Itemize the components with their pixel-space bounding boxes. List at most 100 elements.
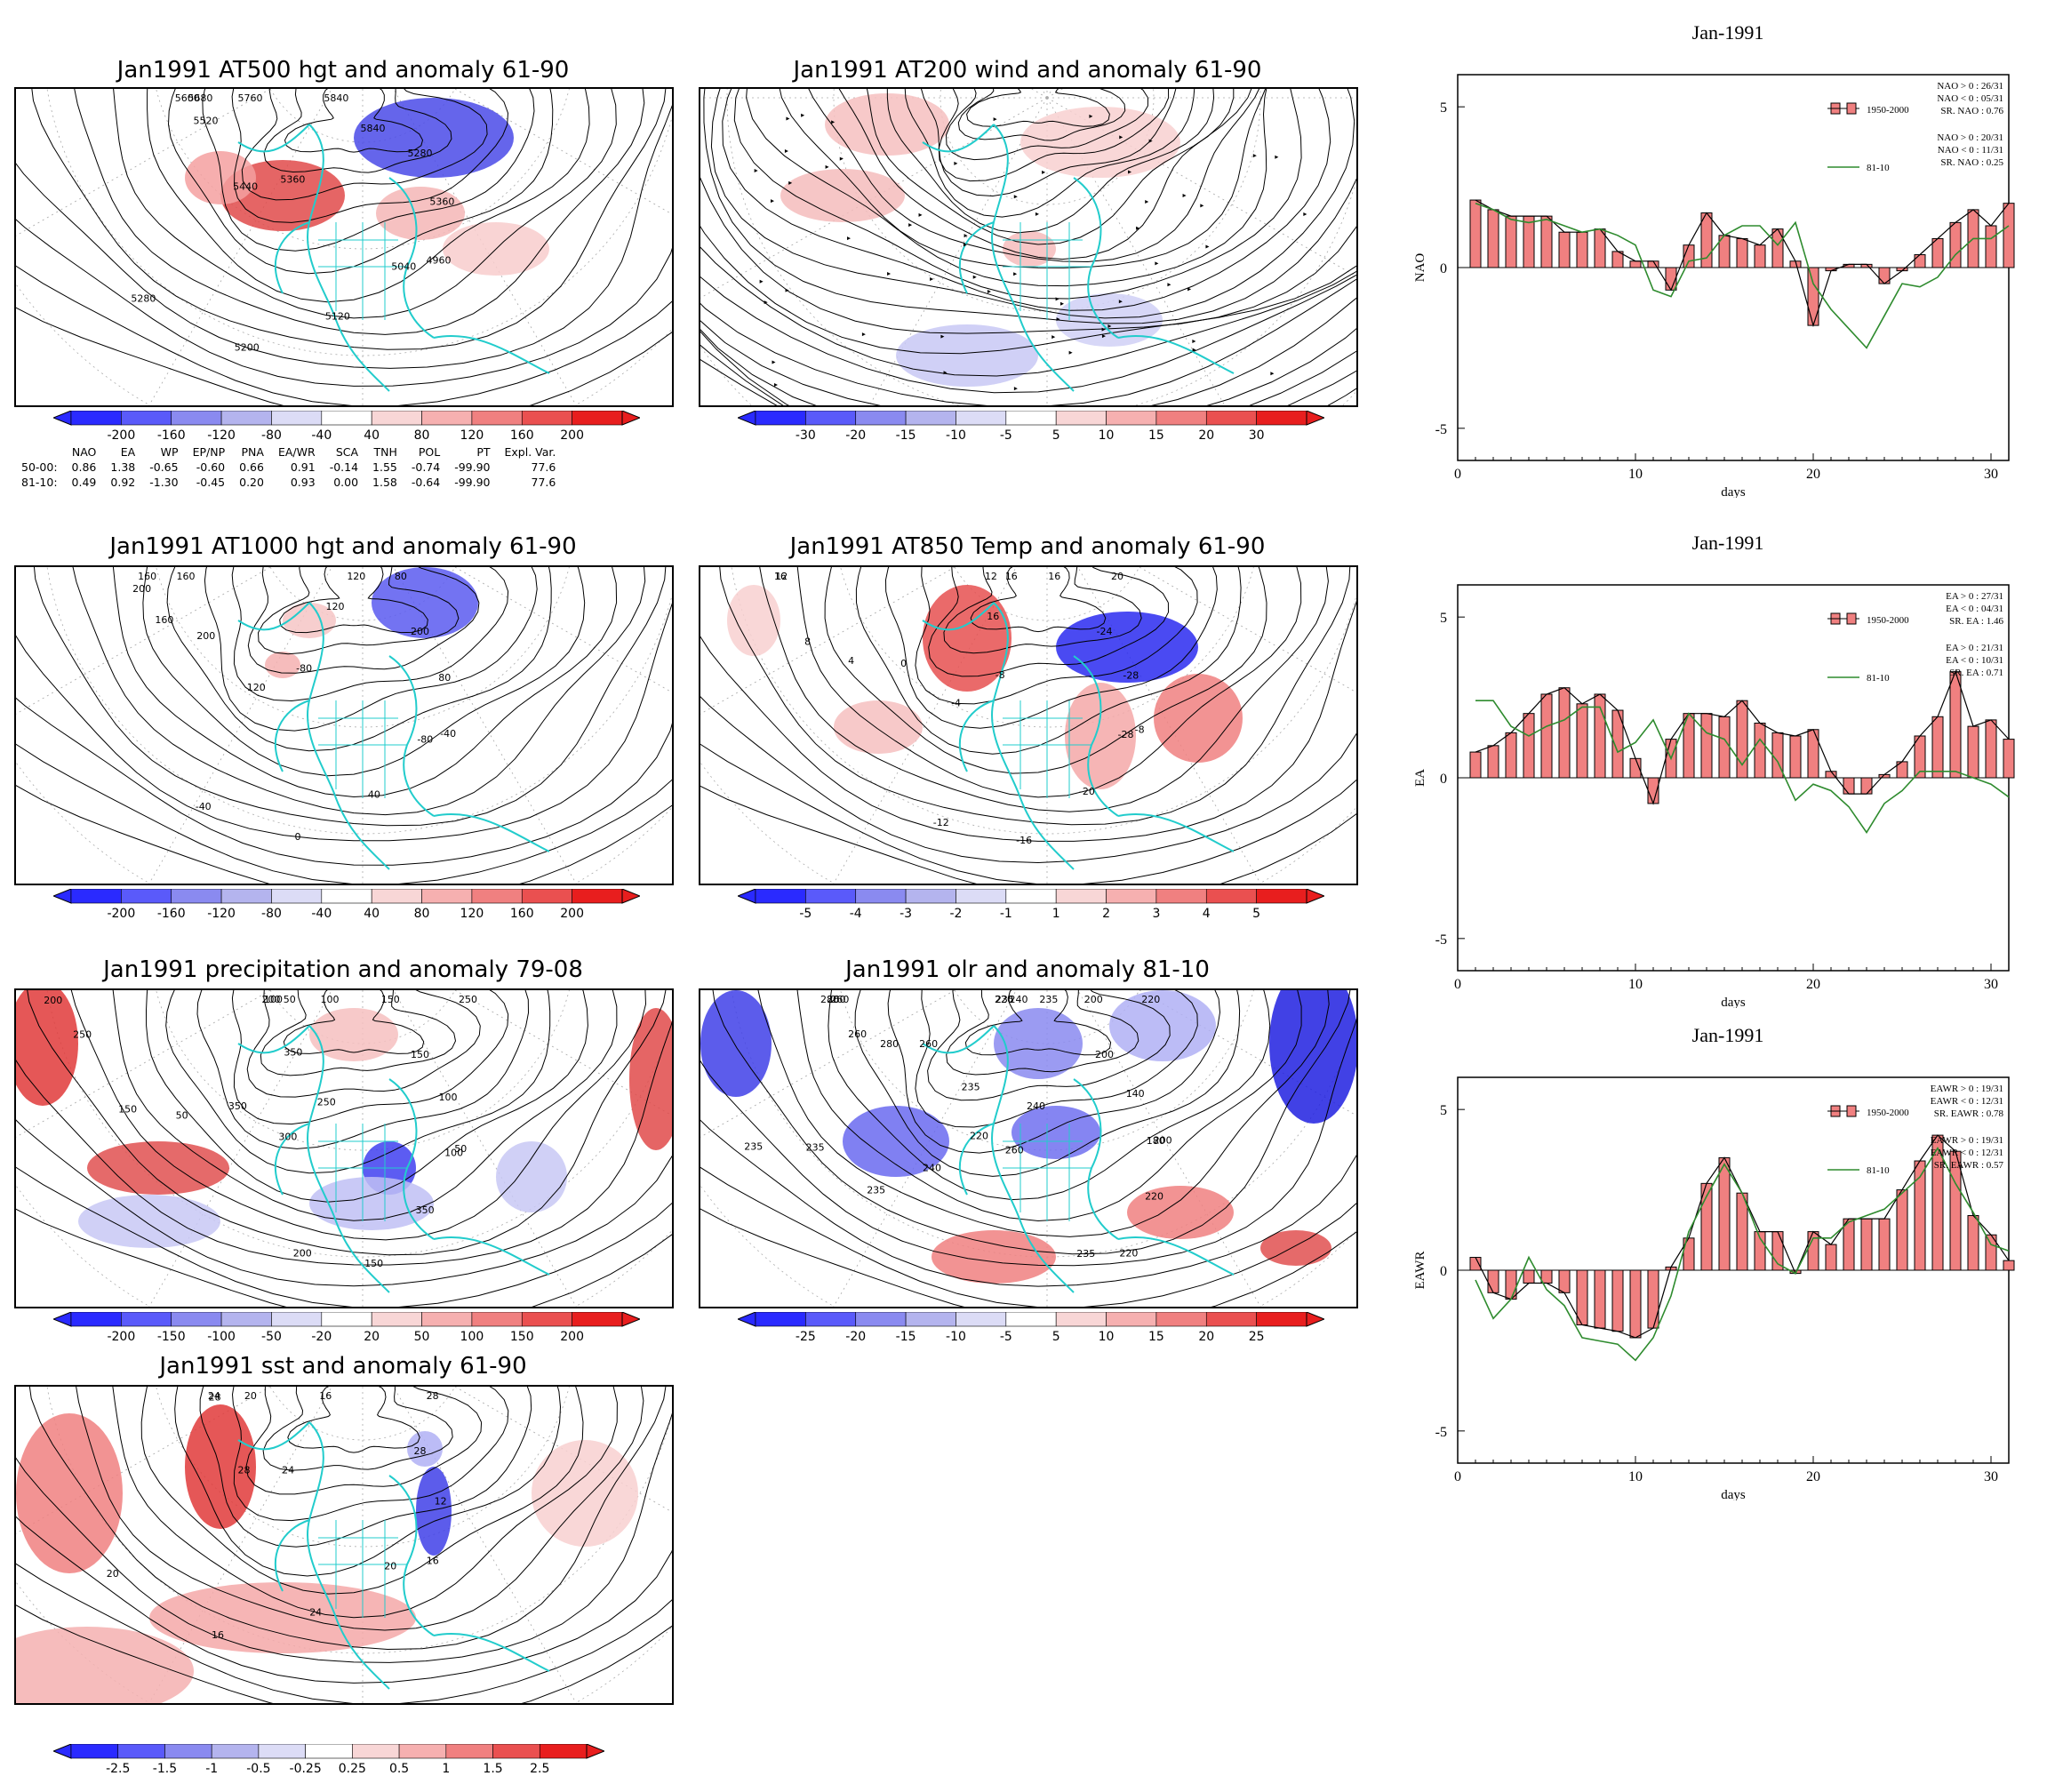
contour-line	[283, 990, 425, 1054]
contour-label: 150	[364, 1258, 383, 1269]
contour-label: -24	[1097, 626, 1113, 637]
contour-line	[938, 89, 1170, 182]
stats-cell: EA	[120, 445, 136, 459]
wind-arrow	[847, 236, 852, 241]
state-borders	[318, 700, 407, 798]
colorbar: -200 -160 -120 -80 -40 40 80 120 160 200	[53, 411, 640, 459]
colorbar-swatch	[1155, 411, 1207, 426]
contour-line	[970, 567, 1107, 633]
colorbar-tick-label: 20	[1198, 1330, 1214, 1344]
contour-label: -12	[933, 817, 949, 828]
wind-arrow	[786, 116, 790, 121]
colorbar-tick-label: 200	[560, 907, 584, 921]
contour-line	[700, 785, 1356, 884]
stats-cell: 77.6	[531, 460, 556, 474]
colorbar-swatch	[539, 1744, 588, 1759]
contour-label: 280	[880, 1038, 899, 1050]
contour-label: 220	[1141, 994, 1160, 1005]
colorbar-arrow	[1306, 889, 1324, 904]
contour-label: 12	[435, 1495, 447, 1507]
legend-stat: SR. EAWR : 0.78	[1934, 1108, 2004, 1119]
longitude-line	[833, 990, 1017, 1307]
contour-line	[16, 1604, 672, 1703]
contour-line	[147, 89, 590, 303]
colorbar-arrow	[1306, 411, 1324, 426]
colorbar-tick-label: -120	[207, 907, 236, 921]
stats-cell: -0.60	[196, 460, 226, 474]
anomaly-shading	[376, 187, 465, 240]
legend-label: 1950-2000	[1867, 1108, 1909, 1118]
contour-label: -40	[196, 801, 212, 812]
contour-line	[28, 1387, 667, 1651]
longitude-line	[393, 89, 577, 405]
colorbar-arrow	[621, 889, 640, 904]
colorbar-swatch	[371, 1312, 422, 1327]
contour-label: 28	[427, 1390, 439, 1402]
anomaly-shading	[16, 990, 78, 1106]
colorbar-tick-label: 3	[1152, 907, 1160, 921]
bar	[1789, 735, 1802, 779]
contour-line	[231, 567, 509, 702]
contour-label: -8	[996, 669, 1005, 681]
contour-label: 120	[325, 601, 344, 612]
wind-arrow	[1059, 301, 1064, 306]
colorbar-swatch	[421, 1312, 473, 1327]
wind-arrow	[1182, 194, 1187, 197]
contour-line	[31, 89, 667, 350]
wind-arrow	[825, 164, 829, 169]
bar	[1985, 225, 1997, 268]
longitude-line	[1046, 89, 1064, 99]
bar	[1860, 1218, 1873, 1271]
stats-row: 81-10: 0.49 0.92 -1.30 -0.45 0.20 0.93 0…	[14, 475, 563, 490]
wind-arrow	[1089, 114, 1093, 118]
colorbar-swatch	[905, 889, 956, 904]
colorbar-tick-label: 120	[460, 907, 484, 921]
colorbar-swatch	[471, 411, 523, 426]
contour-label: 4	[848, 655, 854, 667]
wind-arrow	[1042, 170, 1046, 174]
anomaly-shading	[896, 324, 1038, 387]
contour-label: 5840	[360, 123, 385, 134]
legend-stat: NAO > 0 : 26/31	[1937, 81, 2003, 92]
contour-label: 235	[806, 1142, 825, 1154]
bar	[1629, 260, 1642, 268]
colorbar-tick-label: -150	[157, 1330, 186, 1344]
wind-arrow	[771, 199, 775, 204]
bar	[1807, 729, 1819, 779]
colorbar-swatch	[1205, 411, 1257, 426]
wind-arrow	[918, 212, 923, 217]
state-borders	[318, 1520, 407, 1618]
colorbar-swatch	[445, 1744, 493, 1759]
contour-label: 200	[196, 630, 215, 642]
contour-label: 200	[1084, 994, 1103, 1005]
anomaly-shading	[1269, 990, 1356, 1124]
contour-line	[808, 89, 1260, 263]
bar	[1540, 215, 1553, 268]
contour-label: 100	[438, 1092, 457, 1103]
colorbar-tick-label: -25	[796, 1330, 816, 1344]
colorbar-swatch	[271, 889, 323, 904]
colorbar-tick-label: 4	[1203, 907, 1211, 921]
colorbar-graphic: -200 -150 -100 -50 -20 20 50 100 150 200	[53, 1312, 640, 1344]
contour-line	[945, 89, 1148, 161]
stats-cell: EP/NP	[192, 445, 226, 459]
contour-label: 28	[414, 1445, 427, 1457]
contour-label: 220	[1119, 1247, 1138, 1259]
colorbar-arrow	[53, 889, 72, 904]
contour-line	[166, 567, 552, 752]
contour-label: -80	[417, 734, 433, 746]
anomaly-shading	[1003, 231, 1056, 267]
legend-stat: NAO < 0 : 05/31	[1937, 93, 2003, 104]
colorbar-swatch	[755, 411, 806, 426]
wind-arrow	[954, 161, 958, 165]
contour-line	[165, 990, 551, 1174]
contour-line	[247, 567, 480, 674]
state-borders	[1003, 222, 1091, 320]
x-tick-label: 10	[1628, 977, 1643, 992]
colorbar-swatch	[855, 1312, 907, 1327]
colorbar-tick-label: -200	[107, 1330, 135, 1344]
anomaly-shading	[265, 652, 300, 678]
anomaly-shading	[1012, 1106, 1100, 1159]
contour-line	[113, 89, 617, 319]
anomaly-shading	[354, 98, 514, 178]
